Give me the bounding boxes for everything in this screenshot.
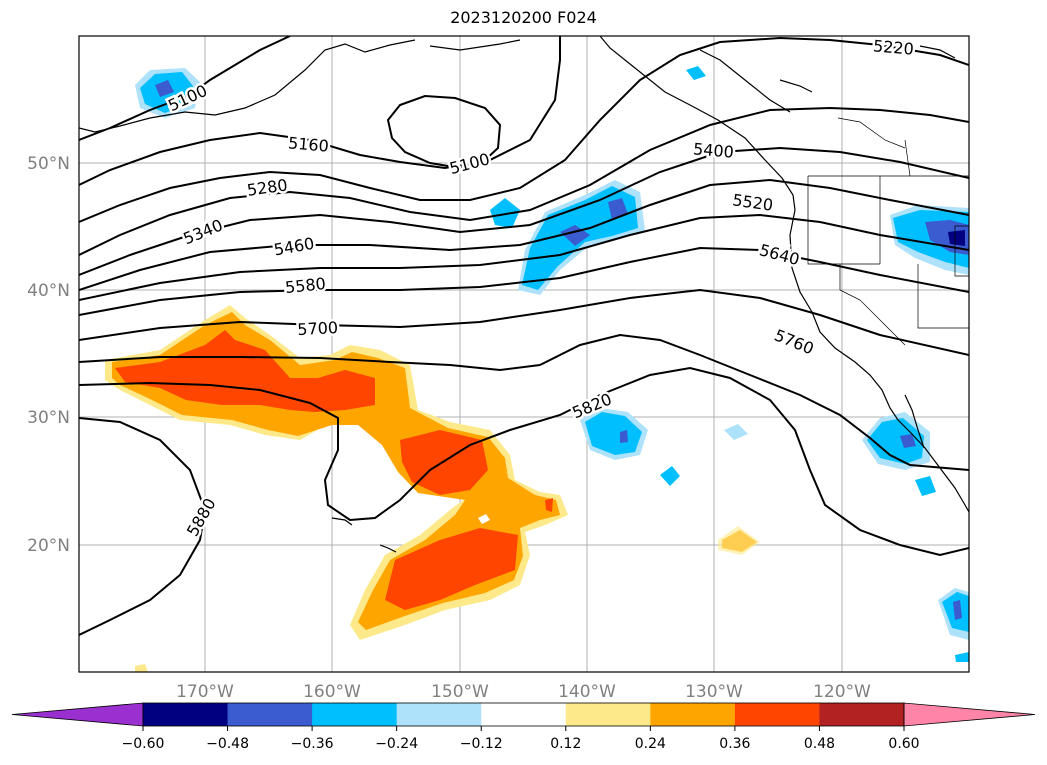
colorbar-tick-label: −0.12 [460, 736, 503, 752]
contour-label: 5520 [731, 190, 774, 214]
colorbar-tick-label: 0.12 [550, 736, 581, 752]
lon-label: 150°W [431, 682, 489, 702]
contour-labels: 5100 5160 5100 5220 5280 5340 5400 5460 … [163, 36, 917, 542]
height-contours [79, 36, 969, 636]
colorbar-segment [734, 703, 820, 726]
lon-label: 120°W [813, 682, 871, 702]
contour-label: 5160 [287, 133, 329, 155]
colorbar-extend-low [11, 702, 144, 727]
colorbar-tick-label: −0.60 [122, 736, 165, 752]
colorbar-tick-label: −0.48 [206, 736, 249, 752]
colorbar-tick-label: 0.24 [635, 736, 666, 752]
colorbar-segment [227, 703, 313, 726]
contour-label: 5400 [692, 139, 734, 161]
contour-label: 5700 [297, 318, 339, 339]
borders [807, 117, 969, 346]
negative-anomaly-region [135, 66, 969, 672]
map-area: 5100 5160 5100 5220 5280 5340 5400 5460 … [79, 36, 969, 672]
latitude-labels: 50°N 40°N 30°N 20°N [27, 154, 70, 556]
colorbar-tick-label: −0.36 [291, 736, 334, 752]
lon-label: 160°W [303, 682, 361, 702]
contour-label: 5220 [872, 36, 914, 58]
colorbar-extend-high [903, 702, 1036, 727]
map-frame [78, 35, 970, 673]
lat-label: 30°N [27, 408, 70, 428]
colorbar-tick-label: 0.48 [804, 736, 835, 752]
colorbar-segment [650, 703, 736, 726]
lat-label: 50°N [27, 154, 70, 174]
colorbar-tick-label: −0.24 [375, 736, 418, 752]
coastlines [79, 36, 969, 553]
colorbar-segment [819, 703, 905, 726]
lat-label: 40°N [27, 281, 70, 301]
colorbar-segment [565, 703, 651, 726]
lon-label: 170°W [176, 682, 234, 702]
lon-label: 130°W [685, 682, 743, 702]
map-title: 2023120200 F024 [450, 8, 597, 27]
colorbar-segment [143, 703, 229, 726]
colorbar-segment [481, 703, 567, 726]
colorbar-segment [312, 703, 398, 726]
colorbar-border [142, 702, 905, 727]
colorbar: −0.60 −0.48 −0.36 −0.24 −0.12 0.12 0.24 0.36 0.4… [11, 702, 1036, 752]
colorbar-tick-label: 0.60 [888, 736, 919, 752]
lon-label: 140°W [558, 682, 616, 702]
longitude-labels: 170°W 160°W 150°W 140°W 130°W 120°W [176, 682, 871, 702]
colorbar-segment [396, 703, 482, 726]
colorbar-tick-label: 0.36 [719, 736, 750, 752]
lat-label: 20°N [27, 536, 70, 556]
